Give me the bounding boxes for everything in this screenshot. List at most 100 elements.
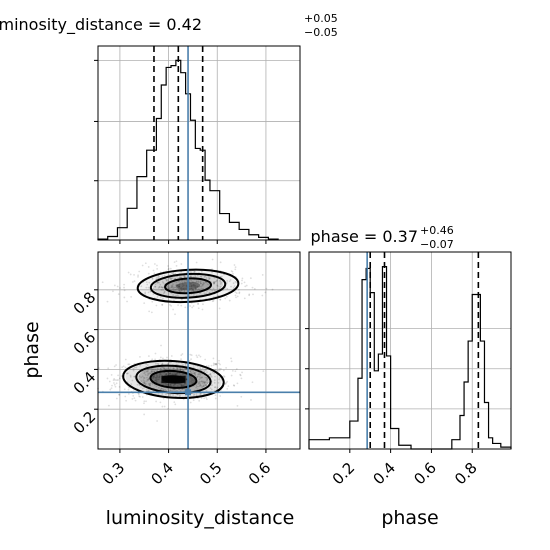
- sample-point: [172, 288, 175, 290]
- sample-point: [219, 298, 222, 301]
- sample-point: [157, 277, 160, 280]
- sample-point: [226, 387, 229, 390]
- sample-point: [207, 276, 210, 278]
- sample-point: [183, 382, 186, 385]
- sample-point: [205, 368, 208, 371]
- sample-point: [123, 296, 126, 299]
- sample-point: [214, 363, 217, 366]
- sample-point: [145, 286, 148, 289]
- sample-point: [173, 286, 176, 289]
- sample-point: [234, 370, 237, 373]
- sample-point: [213, 381, 216, 384]
- sample-point: [201, 382, 204, 384]
- sample-point: [166, 367, 169, 370]
- sample-point: [174, 373, 177, 376]
- sample-point: [140, 380, 143, 383]
- sample-point: [194, 287, 197, 289]
- sample-point: [175, 363, 178, 366]
- sample-point: [238, 291, 241, 294]
- sample-point: [189, 370, 192, 373]
- sample-point: [203, 292, 206, 295]
- sample-point: [176, 284, 179, 286]
- sample-point: [155, 374, 158, 377]
- sample-point: [161, 366, 164, 369]
- sample-point: [154, 358, 157, 361]
- sample-point: [232, 282, 235, 285]
- sample-point: [147, 291, 150, 294]
- sample-point: [128, 363, 131, 366]
- sample-point: [147, 389, 150, 392]
- sample-point: [207, 283, 209, 286]
- sample-point: [200, 275, 203, 278]
- sample-point: [157, 286, 160, 289]
- sample-point: [189, 353, 192, 356]
- sample-point: [181, 281, 184, 284]
- sample-point: [216, 386, 219, 389]
- sample-point: [113, 365, 116, 368]
- sample-point: [205, 396, 208, 399]
- sample-point: [213, 281, 215, 284]
- sample-point: [118, 377, 121, 380]
- sample-point: [194, 287, 197, 290]
- sample-point: [111, 384, 113, 387]
- sample-point: [243, 297, 246, 300]
- sample-point: [126, 372, 129, 375]
- sample-point: [241, 277, 244, 280]
- sample-point: [158, 375, 161, 378]
- sample-point: [194, 281, 197, 284]
- sample-point: [158, 286, 161, 288]
- sample-point: [197, 303, 199, 306]
- sample-point: [218, 359, 220, 362]
- sample-point: [178, 289, 181, 292]
- sample-point: [115, 397, 118, 400]
- sample-point: [214, 394, 217, 397]
- sample-point: [243, 281, 246, 284]
- sample-point: [190, 371, 193, 374]
- sample-point: [193, 380, 195, 382]
- sample-point: [168, 286, 171, 289]
- sample-point: [140, 376, 143, 379]
- sample-point: [141, 396, 144, 398]
- sample-point: [185, 287, 188, 290]
- sample-point: [195, 386, 197, 389]
- sample-point: [211, 384, 213, 387]
- sample-point: [231, 270, 234, 273]
- sample-point: [146, 364, 149, 366]
- sample-point: [172, 294, 175, 296]
- sample-point: [200, 282, 202, 285]
- sample-point: [178, 285, 181, 288]
- sample-point: [183, 275, 186, 278]
- sample-point: [167, 287, 170, 290]
- sample-point: [179, 367, 182, 370]
- sample-point: [188, 359, 191, 362]
- sample-point: [127, 271, 130, 274]
- density-peak: [161, 375, 186, 383]
- sample-point: [198, 385, 201, 387]
- joint-density-frame: [97, 251, 301, 450]
- sample-point: [177, 304, 179, 307]
- histogram-steps: [308, 265, 512, 450]
- sample-point: [153, 375, 156, 377]
- luminosity-distance-title-minus: −0.05: [304, 26, 338, 39]
- sample-point: [195, 385, 198, 388]
- sample-point: [107, 367, 110, 370]
- sample-point: [199, 380, 202, 383]
- sample-point: [143, 381, 146, 384]
- sample-point: [162, 397, 165, 400]
- sample-point: [198, 354, 200, 357]
- sample-point: [165, 373, 167, 376]
- sample-point: [189, 369, 192, 372]
- sample-point: [113, 284, 116, 287]
- sample-point: [167, 265, 169, 267]
- sample-point: [217, 381, 220, 384]
- sample-point: [181, 283, 184, 285]
- sample-point: [232, 287, 235, 289]
- sample-point: [215, 363, 218, 365]
- sample-point: [236, 404, 239, 407]
- sample-point: [195, 281, 198, 284]
- sample-point: [199, 372, 202, 375]
- sample-point: [125, 399, 128, 402]
- sample-point: [212, 299, 215, 302]
- phase-title-minus: −0.07: [420, 238, 454, 251]
- sample-point: [145, 388, 148, 391]
